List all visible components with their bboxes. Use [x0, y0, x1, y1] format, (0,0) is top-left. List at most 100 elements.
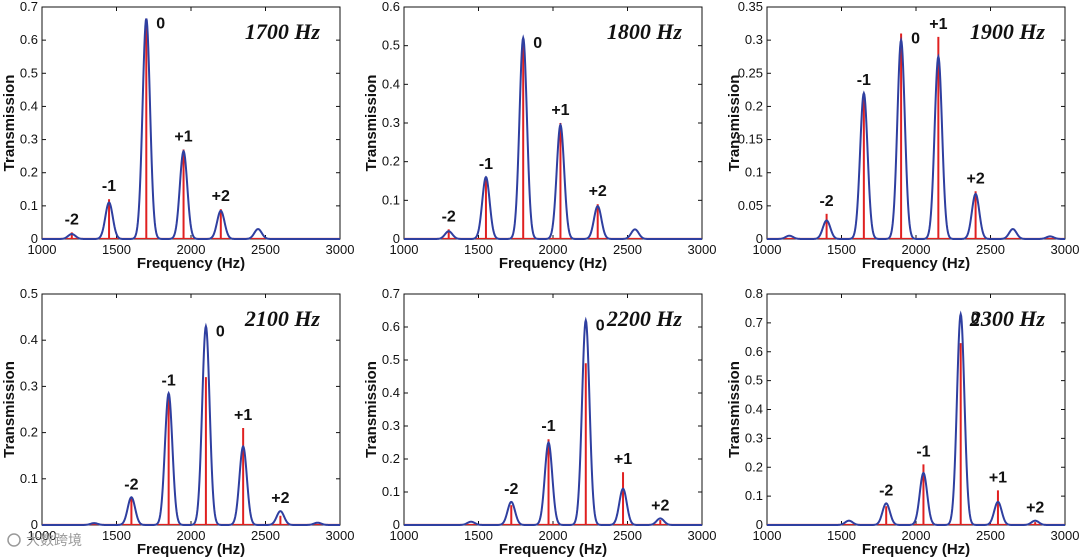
y-tick-label: 0.6	[382, 319, 400, 334]
x-tick-label: 1500	[464, 528, 493, 543]
panel-title: 2100 Hz	[244, 306, 321, 331]
y-tick-label: 0.2	[745, 98, 763, 113]
peak-order-label: -2	[124, 476, 138, 493]
peak-order-label: -2	[442, 208, 456, 225]
x-tick-label: 3000	[1051, 242, 1080, 257]
peak-order-label: -2	[819, 193, 833, 210]
y-tick-label: 0	[393, 231, 400, 246]
peak-order-label: +1	[551, 102, 569, 119]
panel-2200-hz: 1000 1500 2000 2500 3000 0 0.1 0.2 0.3 0.4 0.5 0.6 0…	[363, 286, 716, 558]
y-axis-label: Transmission	[1, 361, 18, 458]
peak-order-label: +1	[174, 129, 192, 146]
panel-title: 2200 Hz	[606, 306, 683, 331]
y-tick-label: 0	[31, 517, 38, 532]
y-tick-label: 0.5	[382, 38, 400, 53]
x-tick-label: 1000	[28, 528, 57, 543]
panel-1700-hz: 1000 1500 2000 2500 3000 0 0.1 0.2 0.3 0.4 0.5 0.6 0…	[1, 0, 354, 272]
y-tick-label: 0.3	[20, 132, 38, 147]
watermark: 大数跨境	[7, 532, 82, 548]
x-tick-label: 2500	[251, 528, 280, 543]
x-tick-label: 1000	[390, 528, 419, 543]
x-tick-label: 3000	[1051, 528, 1080, 543]
x-tick-label: 2000	[177, 242, 206, 257]
y-tick-label: 0.1	[20, 198, 38, 213]
y-tick-label: 0.1	[20, 471, 38, 486]
peak-order-label: +2	[589, 183, 607, 200]
panel-1800-hz: 1000 1500 2000 2500 3000 0 0.1 0.2 0.3 0.4 0.5 0.6 F…	[363, 0, 716, 272]
peak-order-label: 0	[216, 323, 225, 340]
y-tick-label: 0.3	[745, 430, 763, 445]
y-tick-label: 0.25	[738, 65, 763, 80]
x-tick-label: 2500	[251, 242, 280, 257]
y-tick-label: 0.6	[20, 32, 38, 47]
x-tick-label: 2000	[539, 242, 568, 257]
peak-order-label: 0	[533, 35, 542, 52]
peak-order-label: +2	[271, 490, 289, 507]
transmission-curve	[42, 322, 340, 526]
x-tick-label: 2500	[613, 528, 642, 543]
x-tick-label: 1500	[827, 242, 856, 257]
transmission-curve	[404, 316, 702, 526]
peak-order-label: -1	[857, 72, 871, 89]
y-tick-label: 0.3	[20, 378, 38, 393]
y-tick-label: 0.7	[745, 315, 763, 330]
y-tick-label: 0.1	[382, 484, 400, 499]
x-tick-label: 1500	[464, 242, 493, 257]
x-tick-label: 1500	[102, 242, 131, 257]
y-tick-label: 0.4	[745, 402, 763, 417]
y-tick-label: 0	[756, 231, 763, 246]
x-axis-label: Frequency (Hz)	[137, 541, 245, 558]
y-tick-label: 0.4	[382, 385, 400, 400]
y-axis-label: Transmission	[363, 361, 380, 458]
peak-order-label: 0	[971, 311, 980, 328]
y-axis-label: Transmission	[726, 361, 743, 458]
peak-order-label: 0	[156, 16, 165, 33]
y-tick-label: 0.2	[20, 425, 38, 440]
x-tick-label: 2500	[613, 242, 642, 257]
peak-order-label: +1	[614, 451, 632, 468]
panel-1900-hz: 1000 1500 2000 2500 3000 0 0.05 0.1 0.15 0.2 0.25 0…	[726, 0, 1079, 272]
y-tick-label: 0.2	[20, 165, 38, 180]
y-tick-label: 0.7	[20, 0, 38, 14]
y-tick-label: 0	[393, 517, 400, 532]
peak-order-label: -1	[162, 372, 176, 389]
watermark-text: 大数跨境	[26, 532, 82, 548]
peak-order-label: -1	[916, 443, 930, 460]
y-tick-label: 0.3	[745, 32, 763, 47]
y-tick-label: 0.8	[745, 286, 763, 301]
x-axis-label: Frequency (Hz)	[862, 541, 970, 558]
peak-order-label: 0	[911, 31, 920, 48]
y-axis-label: Transmission	[1, 75, 18, 172]
panel-title: 1900 Hz	[970, 19, 1046, 44]
peak-order-label: +1	[234, 407, 252, 424]
panel-2300-hz: 1000 1500 2000 2500 3000 0 0.1 0.2 0.3 0.4 0.5 0.6 0…	[726, 286, 1079, 558]
peak-order-label: +1	[929, 16, 947, 33]
panel-2100-hz: 1000 1500 2000 2500 3000 0 0.1 0.2 0.3 0.4 0.5 Freq…	[1, 286, 354, 558]
peak-order-label: +2	[1026, 500, 1044, 517]
y-tick-label: 0.15	[738, 132, 763, 147]
peak-order-label: -1	[479, 156, 493, 173]
y-axis-label: Transmission	[726, 75, 743, 172]
panel-title: 1800 Hz	[607, 19, 683, 44]
peak-order-label: +2	[966, 170, 984, 187]
y-tick-label: 0.4	[20, 98, 38, 113]
x-axis-label: Frequency (Hz)	[499, 255, 607, 272]
transmission-curve	[42, 18, 340, 240]
x-axis-label: Frequency (Hz)	[499, 541, 607, 558]
y-tick-label: 0.1	[745, 488, 763, 503]
y-tick-label: 0.5	[745, 373, 763, 388]
peak-order-label: -2	[879, 482, 893, 499]
x-tick-label: 3000	[688, 528, 717, 543]
x-axis-label: Frequency (Hz)	[137, 255, 245, 272]
y-tick-label: 0.6	[745, 344, 763, 359]
transmission-curve	[404, 34, 702, 240]
y-axis-label: Transmission	[363, 75, 380, 172]
y-tick-label: 0.5	[20, 65, 38, 80]
peak-order-label: 0	[596, 317, 605, 334]
y-tick-label: 0.35	[738, 0, 763, 14]
y-tick-label: 0.4	[382, 76, 400, 91]
y-tick-label: 0.1	[382, 192, 400, 207]
panel-title: 2300 Hz	[969, 306, 1046, 331]
x-tick-label: 3000	[326, 242, 355, 257]
